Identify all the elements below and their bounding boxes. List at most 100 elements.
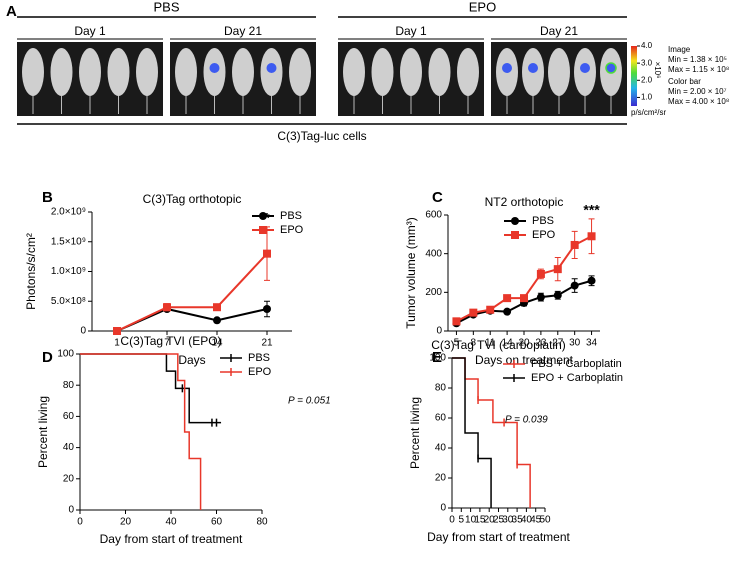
point [520,294,528,303]
colorbar-note: Min = 2.00 × 10⁷ [668,87,727,96]
panel-label: C [432,189,443,206]
point [469,308,478,317]
x-tick-label: 40 [521,515,533,526]
survival-curve [80,353,222,424]
x-tick-label: 15 [474,515,486,526]
chart: NT2 orthotopic 0 200 400 600 Tumor volume (mm… [404,195,600,367]
x-tick-label: 14 [502,338,514,349]
y-tick-label: 1.0×10⁹ [51,266,86,277]
y-tick-label: 0 [440,503,446,514]
x-tick-label: 0 [449,515,455,526]
x-tick-label: 80 [256,517,268,528]
image-note: Max = 1.15 × 10⁸ [668,65,729,74]
legend: PBS + Carboplatin EPO + Carboplatin [503,358,623,384]
day-label: Day 1 [395,24,427,38]
mouse [107,48,130,96]
x-tick-label: 25 [493,515,505,526]
x-tick-label: 23 [535,338,547,349]
y-axis-label: Percent living [408,397,422,469]
legend-label: PBS [248,352,270,364]
point [536,293,545,302]
x-tick-label: 10 [465,515,477,526]
image-note: Image [668,45,691,54]
panel-label: D [42,349,53,366]
point [113,327,121,335]
legend-label: PBS + Carboplatin [531,358,622,370]
x-tick-label: 7 [164,338,170,349]
panel-label: A [6,3,17,20]
x-tick-label: 40 [165,517,177,528]
point [263,304,271,313]
mouse [343,48,365,96]
point [486,305,495,314]
mouse [428,48,451,96]
signal [502,63,512,73]
colorbar-note: Color bar [668,77,701,86]
mouse [22,48,44,96]
survival-curve [452,357,492,508]
series-line [116,252,268,332]
y-tick-label: 0 [80,326,86,337]
x-tick-label: 30 [502,515,514,526]
y-tick-label: 100 [57,349,74,360]
day-label: Day 21 [540,24,578,38]
x-tick-label: 27 [552,338,564,349]
panel-label: E [432,349,442,366]
y-tick-label: 600 [425,210,442,221]
panel-label: B [42,189,53,206]
day-label: Day 21 [224,24,262,38]
x-tick-label: 35 [512,515,524,526]
point [570,281,579,290]
x-tick-label: 21 [261,338,273,349]
legend-label: EPO [248,366,272,378]
y-tick-label: 0 [68,505,74,516]
chart: C(3)Tag TVI (carboplatin)020406080100Per… [408,338,623,544]
legend-marker [511,231,519,239]
signal [580,63,590,73]
image-note: Min = 1.38 × 10⁵ [668,55,727,64]
x-tick-label: 20 [484,515,496,526]
x-tick-label: 20 [518,338,530,349]
group-label: PBS [153,0,179,14]
chart-title: C(3)Tag TVI (carboplatin) [431,338,566,352]
x-tick-label: 60 [211,517,223,528]
legend: PBS EPO [504,215,556,241]
legend: PBS EPO [220,352,272,378]
y-tick-label: 100 [429,353,446,364]
y-tick-label: 20 [63,473,75,484]
annotation: * [264,210,270,226]
legend-label: EPO [280,224,304,236]
mouse [289,48,311,96]
legend-marker [259,226,267,234]
point [553,265,562,274]
x-axis-label: Days [178,353,205,367]
colorbar [631,46,637,106]
y-tick-label: 200 [425,287,442,298]
legend-label: PBS [280,210,302,222]
mouse [136,48,158,96]
point [263,249,271,258]
colorbar-tick-label: 3.0 [641,58,653,67]
colorbar-note: Max = 4.00 × 10⁸ [668,97,729,106]
series-line [455,235,593,323]
annotation: *** [583,202,600,218]
legend-label: EPO [532,229,556,241]
y-tick-label: 5.0×10⁸ [51,296,86,307]
chart-title: C(3)Tag TVI (EPO) [120,334,221,348]
y-tick-label: 1.5×10⁹ [51,236,86,247]
x-tick-label: 0 [77,517,83,528]
x-tick-label: 30 [569,338,581,349]
point [503,294,512,303]
colorbar-tick-label: 1.0 [641,93,653,102]
mouse [371,48,394,96]
mouse [548,48,570,96]
legend-label: EPO + Carboplatin [531,372,623,384]
point [213,316,221,325]
legend-label: PBS [532,215,554,227]
point [503,307,512,316]
x-axis-label: Days on treatment [475,353,574,367]
x-tick-label: 1 [114,338,120,349]
y-axis-label: Photons/s/cm² [24,233,38,310]
signal [528,63,538,73]
y-tick-label: 2.0×10⁹ [51,207,86,218]
